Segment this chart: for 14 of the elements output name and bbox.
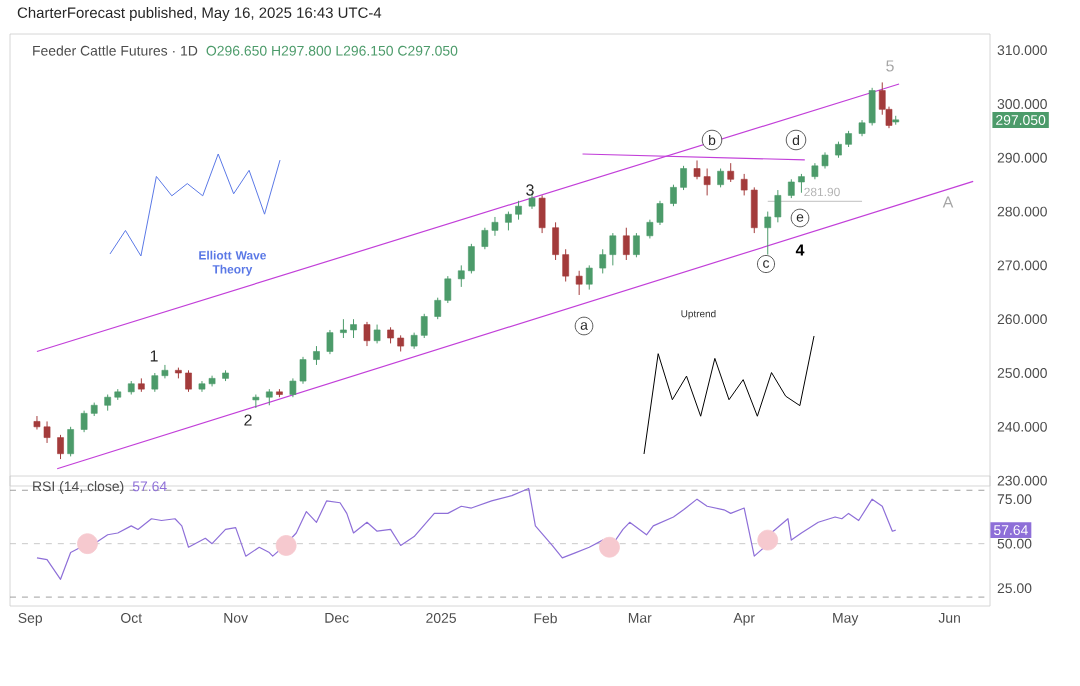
candlestick bbox=[538, 194, 546, 234]
candlestick bbox=[717, 168, 724, 188]
candlestick bbox=[727, 162, 735, 183]
candlestick bbox=[622, 227, 630, 261]
candlestick bbox=[373, 324, 381, 344]
candlestick bbox=[313, 345, 320, 366]
candlestick bbox=[326, 329, 334, 355]
candlestick bbox=[57, 434, 64, 460]
candlestick bbox=[575, 270, 583, 296]
candlestick bbox=[633, 232, 640, 258]
candlestick bbox=[67, 426, 74, 457]
candlestick bbox=[585, 264, 593, 291]
candlestick bbox=[363, 321, 371, 347]
candlestick bbox=[252, 394, 260, 409]
